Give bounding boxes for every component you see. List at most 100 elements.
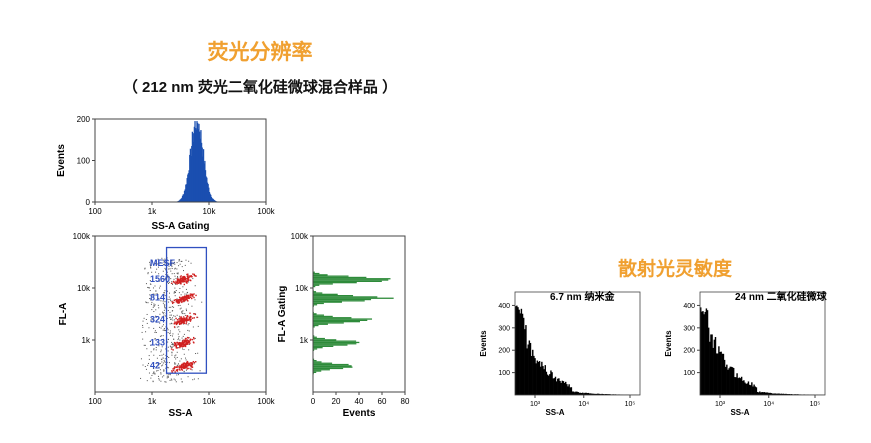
histogram-bar [541,361,543,395]
scatter-point [171,301,173,303]
scatter-point [185,280,188,282]
x-tick-label: 100k [257,397,275,406]
scatter-point [176,283,178,285]
scatter-point [154,331,156,333]
scatter-point [147,272,149,274]
histogram-bar [596,393,599,395]
chart-title: 6.7 nm 纳米金 [550,290,615,303]
scatter-point [179,345,181,347]
scatter-point [181,266,183,268]
scatter-point [182,297,184,299]
scatter-point [191,338,194,341]
scatter-point [191,297,193,299]
scatter-point [179,276,182,278]
histogram-bar [609,394,611,395]
scatter-point [176,341,178,344]
x-tick-label: 100 [88,207,102,216]
scatter-point [150,351,152,353]
scatter-point [185,365,187,367]
histogram-bar [313,340,357,342]
scatter-point [168,306,170,308]
scatter-point [156,362,158,364]
histogram-bar [313,293,338,295]
scatter-point [189,316,192,319]
scatter-point [162,324,164,326]
scatter-point [177,363,179,365]
scatter-point [184,340,186,342]
gold-nanoparticle-histogram: 100 200 300 400 10³ 10⁴ 10⁵ SS-A Events 6.7 nm 纳米… [479,290,641,417]
scatter-point [144,366,146,368]
scatter-point [160,335,162,337]
scatter-point [184,318,186,320]
scatter-point [185,281,187,284]
histogram-bar [563,382,566,395]
scatter-point [177,305,179,307]
histogram-bar [715,353,718,395]
histogram-bar [712,347,714,395]
scatter-point [163,327,165,329]
scatter-point [171,302,174,305]
scatter-point [184,279,186,281]
scatter-point [186,341,188,343]
scatter-point [183,275,185,278]
scatter-point [181,348,183,350]
scatter-point [174,356,176,358]
histogram-bar [550,370,552,395]
scatter-point [167,341,169,343]
scatter-point [177,275,179,277]
histogram-bar [706,310,709,395]
histogram-bar [604,394,607,395]
scatter-point [152,321,154,323]
scatter-point [160,320,162,322]
scatter-point [192,273,194,275]
scatter-point [150,319,152,321]
scatter-point [181,340,184,342]
scatter-point [168,292,170,294]
scatter-point [177,321,179,323]
scatter-point [195,361,197,363]
scatter-point [173,344,176,347]
histogram-bar [203,163,205,202]
scatter-point [187,315,189,317]
scatter-point [152,293,154,295]
scatter-point [201,301,203,303]
scatter-point [175,363,177,365]
scatter-point [174,275,176,277]
scatter-point [162,312,164,314]
histogram-bar [313,315,333,318]
scatter-point [174,379,176,381]
scatter-point [168,298,170,300]
histogram-bar [768,393,770,395]
histogram-bar [742,380,744,395]
scatter-point [183,300,185,302]
scatter-point [194,313,196,315]
histogram-bar [313,344,348,346]
scatter-point [143,344,145,346]
scatter-point [178,329,180,331]
scatter-point [175,277,177,279]
histogram-bar [717,353,719,395]
y-tick-label: 100 [77,157,91,166]
page-subtitle: （ 212 nm 荧光二氧化硅微球混合样品 ） [122,79,398,96]
histogram-bar [532,349,534,395]
scatter-point [171,310,173,312]
scatter-point [142,364,144,366]
scatter-point [186,364,189,367]
histogram-bar [759,391,761,395]
histogram-bar [572,391,575,395]
scatter-point [187,362,189,364]
histogram-bar [579,392,582,395]
histogram-bar [529,342,532,395]
scatter-point [167,327,169,329]
scatter-point [185,343,187,346]
histogram-bar [313,343,357,345]
scatter-point [167,276,169,278]
scatter-point [169,345,171,347]
scatter-point [161,346,163,348]
scatter-point [152,373,154,375]
y-tick-label: 100k [291,232,309,241]
scatter-point [179,369,181,371]
scatter-point [184,264,186,266]
scatter-point [161,311,163,313]
